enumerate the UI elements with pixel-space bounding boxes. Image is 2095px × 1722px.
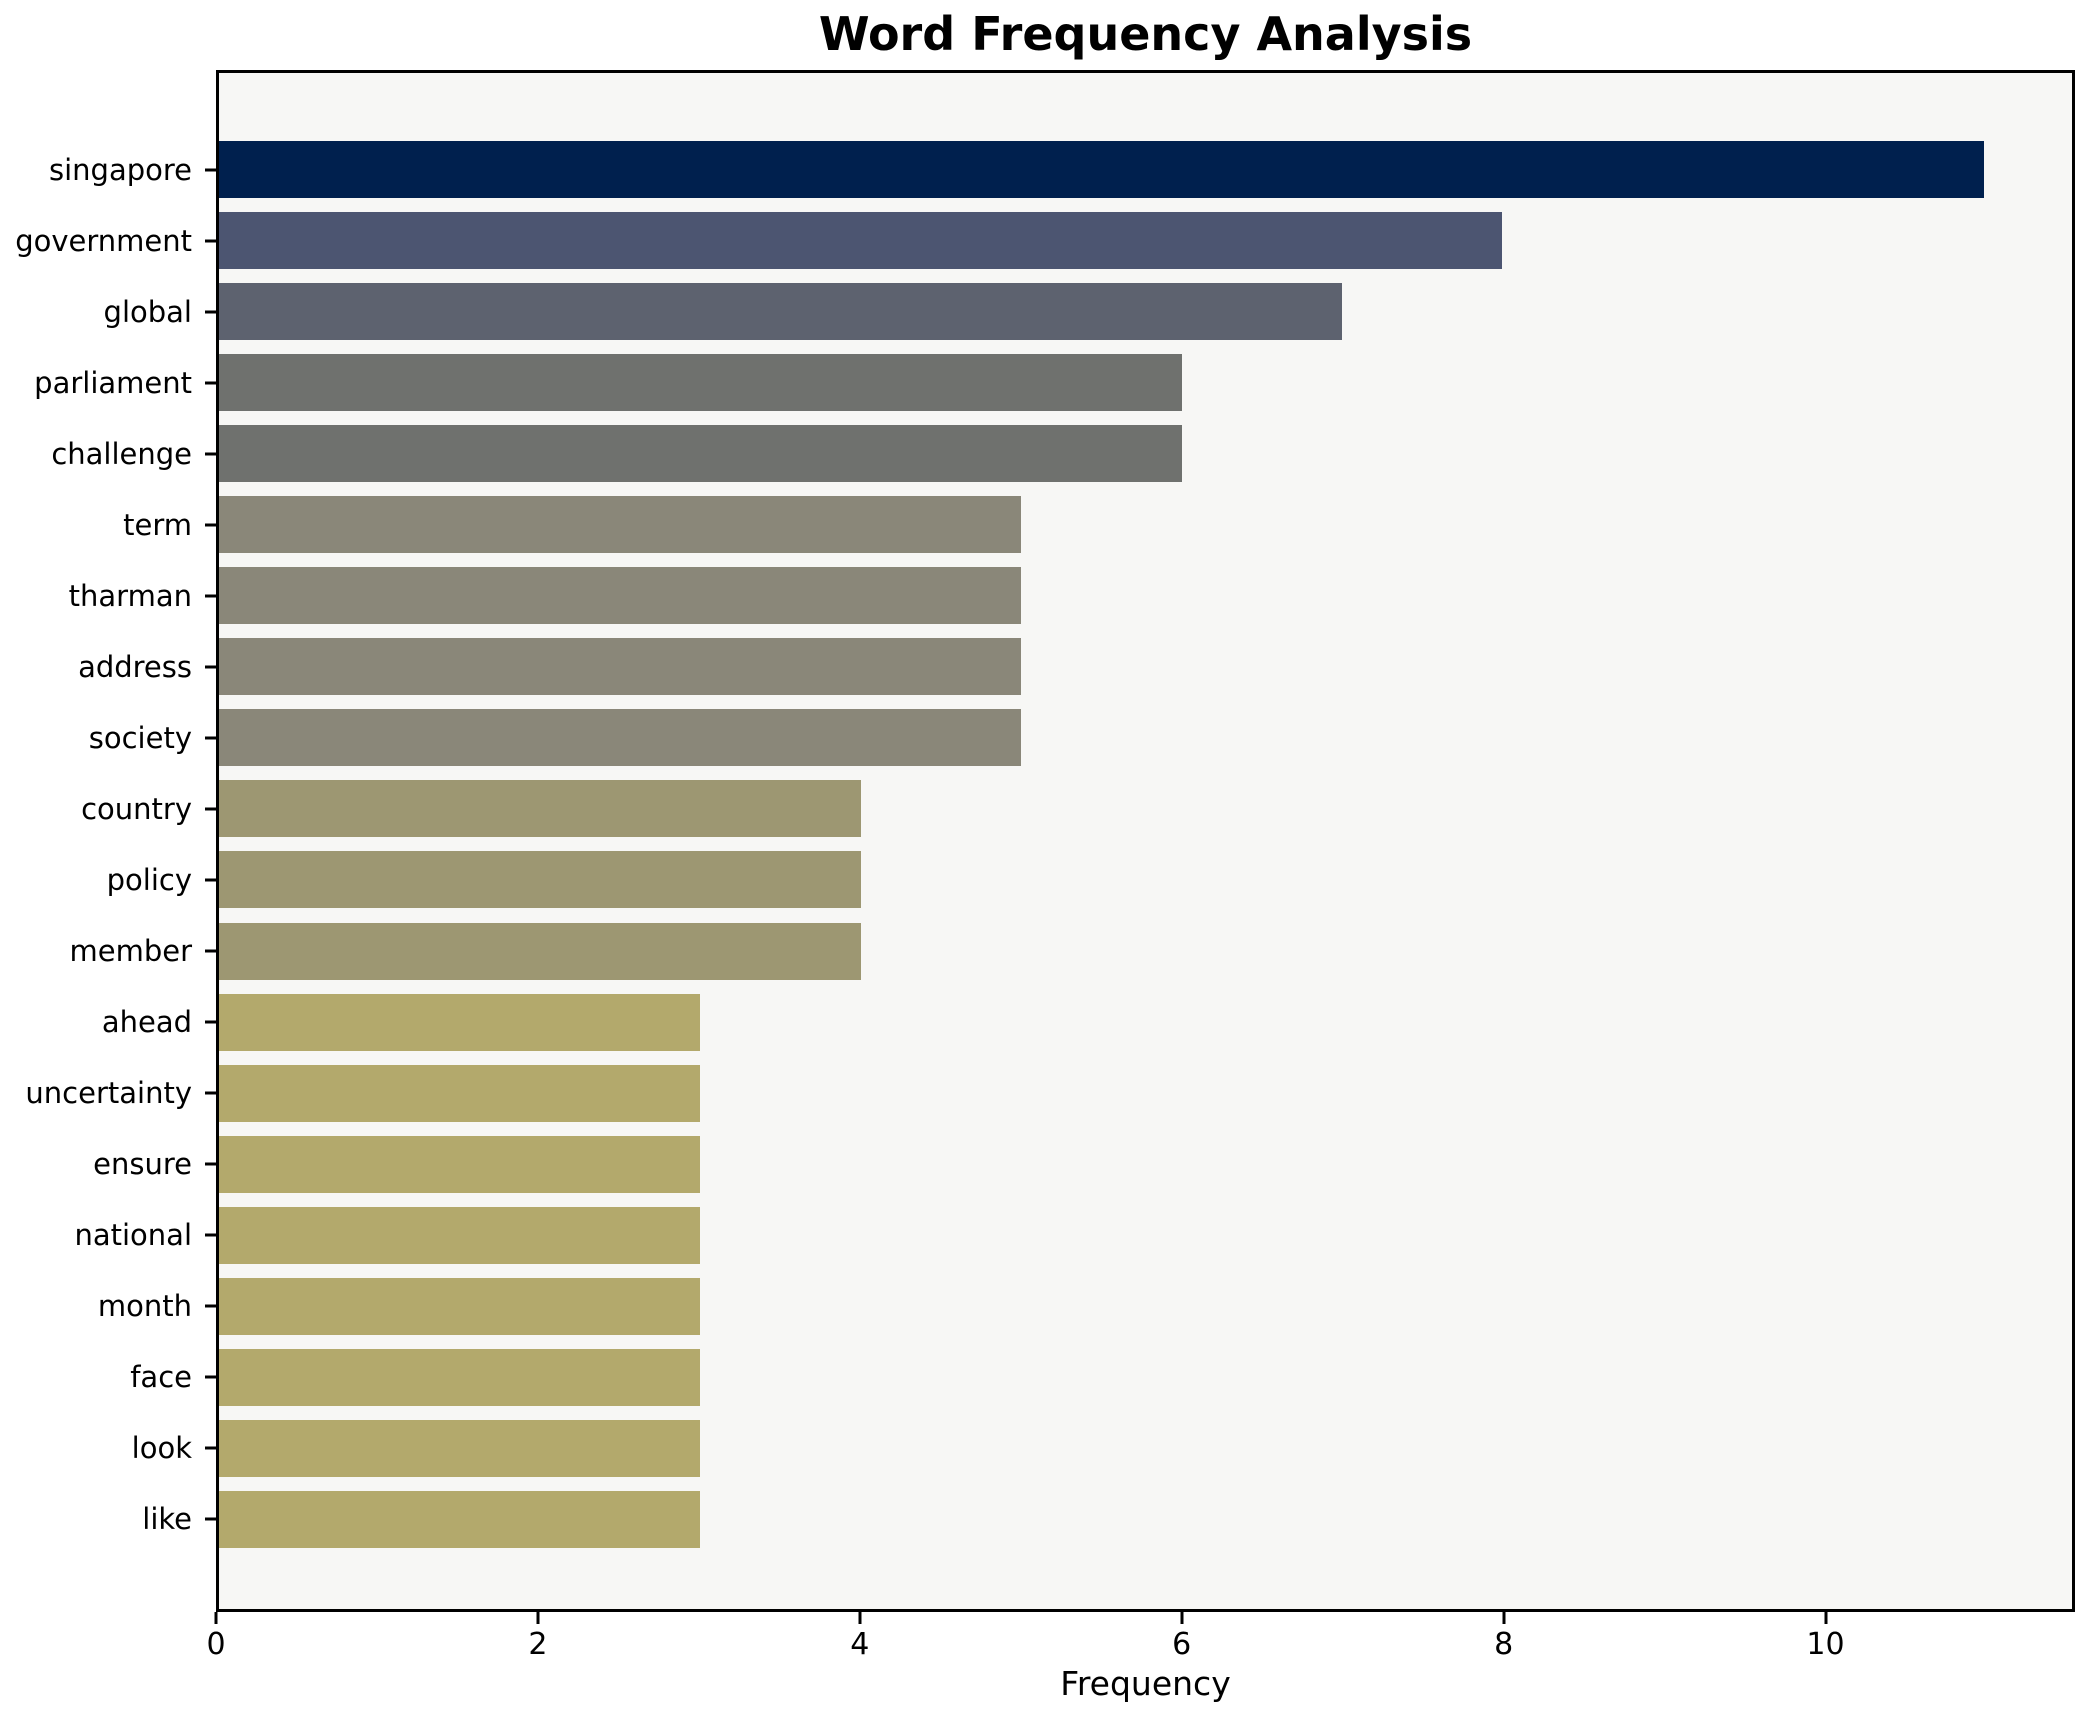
y-tick-mark [205,594,216,598]
y-tick-label-country: country [81,791,192,826]
y-tick-label-parliament: parliament [34,365,192,400]
bar-row-face: face [130,1342,2072,1413]
y-tick-label-ensure: ensure [93,1147,192,1182]
bar-row-country: country [81,773,2072,844]
x-tick-label-4: 4 [850,1627,870,1662]
bar-row-parliament: parliament [34,347,2072,418]
bar-row-global: global [104,276,2072,347]
bar-global [219,283,1343,341]
y-tick-mark [205,452,216,456]
bar-face [219,1348,701,1406]
y-tick-mark [205,1375,216,1379]
y-tick-label-member: member [69,934,192,969]
x-tick-mark [536,1612,540,1624]
y-tick-mark [205,523,216,527]
bar-row-address: address [78,631,2072,702]
y-tick-mark [205,239,216,243]
y-tick-mark [205,381,216,385]
y-tick-label-singapore: singapore [48,152,192,187]
x-tick-label-2: 2 [528,1627,548,1662]
bar-challenge [219,425,1182,483]
x-tick-label-10: 10 [1806,1627,1845,1662]
bar-row-term: term [123,489,2072,560]
y-tick-label-society: society [88,720,192,755]
y-tick-label-look: look [131,1431,192,1466]
y-tick-mark [205,1020,216,1024]
y-tick-mark [205,1517,216,1521]
x-tick-mark [1180,1612,1184,1624]
bar-row-ensure: ensure [93,1129,2072,1200]
bar-uncertainty [219,1064,701,1122]
bar-look [219,1419,701,1477]
bar-row-government: government [15,205,2072,276]
y-tick-label-challenge: challenge [51,436,192,471]
y-tick-label-face: face [130,1360,192,1395]
bar-singapore [219,141,1984,199]
bar-country [219,780,861,838]
x-tick-mark [214,1612,218,1624]
y-tick-mark [205,168,216,172]
bar-row-uncertainty: uncertainty [25,1058,2072,1129]
bar-row-challenge: challenge [51,418,2072,489]
plot-area: singapore government global parliament chall… [15,70,2075,1612]
y-tick-label-tharman: tharman [68,578,192,613]
y-tick-label-government: government [15,223,192,258]
y-tick-label-policy: policy [106,862,192,897]
bar-address [219,638,1022,696]
y-tick-mark [205,807,216,811]
y-tick-label-month: month [97,1289,192,1324]
bar-national [219,1206,701,1264]
y-tick-mark [205,949,216,953]
y-tick-label-like: like [142,1502,192,1537]
y-tick-mark [205,1091,216,1095]
bar-row-society: society [89,702,2072,773]
y-tick-label-ahead: ahead [101,1005,192,1040]
bar-row-singapore: singapore [49,134,2072,205]
y-tick-mark [205,1162,216,1166]
bar-member [219,922,861,980]
y-tick-mark [205,1446,216,1450]
y-tick-mark [205,1233,216,1237]
x-tick-mark [1824,1612,1828,1624]
x-axis-title: Frequency [1060,1664,1231,1703]
bar-row-national: national [74,1200,2072,1271]
x-tick-label-0: 0 [206,1627,226,1662]
bar-parliament [219,354,1182,412]
bar-term [219,496,1022,554]
bar-like [219,1490,701,1548]
x-tick-mark [858,1612,862,1624]
bar-row-tharman: tharman [69,560,2072,631]
y-tick-mark [205,665,216,669]
bar-tharman [219,567,1022,625]
y-tick-label-address: address [78,649,192,684]
bar-ahead [219,993,701,1051]
bar-government [219,212,1503,270]
bar-ensure [219,1135,701,1193]
bar-row-look: look [132,1413,2072,1484]
y-tick-mark [205,878,216,882]
x-tick-mark [1502,1612,1506,1624]
y-tick-label-national: national [74,1218,192,1253]
bar-society [219,709,1022,767]
bar-row-policy: policy [107,844,2072,915]
y-tick-label-global: global [103,294,192,329]
bar-row-month: month [98,1271,2072,1342]
bar-month [219,1277,701,1335]
x-tick-label-6: 6 [1172,1627,1192,1662]
chart-title: Word Frequency Analysis [818,7,1473,61]
bar-row-member: member [69,916,2072,987]
y-tick-mark [205,736,216,740]
x-axis: 0 2 4 6 8 10 [206,1612,2075,1722]
y-tick-mark [205,310,216,314]
y-tick-mark [205,1304,216,1308]
bar-policy [219,851,861,909]
y-tick-label-term: term [123,507,192,542]
bar-row-ahead: ahead [102,987,2072,1058]
y-tick-label-uncertainty: uncertainty [25,1076,192,1111]
x-tick-label-8: 8 [1494,1627,1514,1662]
bar-row-like: like [142,1484,2072,1555]
